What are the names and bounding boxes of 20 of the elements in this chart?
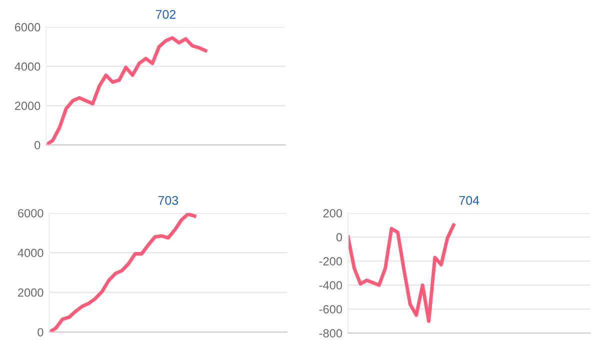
y-tick-label: -800 bbox=[319, 329, 342, 338]
y-tick-label: 0 bbox=[38, 328, 44, 336]
chart-title: 703 bbox=[158, 196, 178, 205]
line-series bbox=[46, 36, 208, 145]
y-tick-label: -400 bbox=[319, 281, 342, 290]
y-tick-label: -200 bbox=[319, 257, 342, 266]
y-tick-label: 4000 bbox=[14, 62, 40, 71]
chart-title: 702 bbox=[156, 10, 176, 19]
y-tick-label: 2000 bbox=[14, 102, 40, 110]
line-series bbox=[348, 223, 456, 323]
chart-title: 704 bbox=[459, 196, 480, 205]
y-tick-label: -600 bbox=[319, 305, 342, 314]
y-tick-label: 2000 bbox=[18, 288, 44, 297]
line-series bbox=[49, 213, 196, 332]
y-tick-label: 6000 bbox=[14, 23, 40, 32]
y-tick-label: 0 bbox=[336, 233, 342, 242]
y-tick-label: 6000 bbox=[18, 209, 44, 218]
y-tick-label: 4000 bbox=[18, 248, 44, 258]
y-tick-label: 0 bbox=[34, 140, 40, 150]
y-tick-label: 200 bbox=[323, 209, 342, 218]
